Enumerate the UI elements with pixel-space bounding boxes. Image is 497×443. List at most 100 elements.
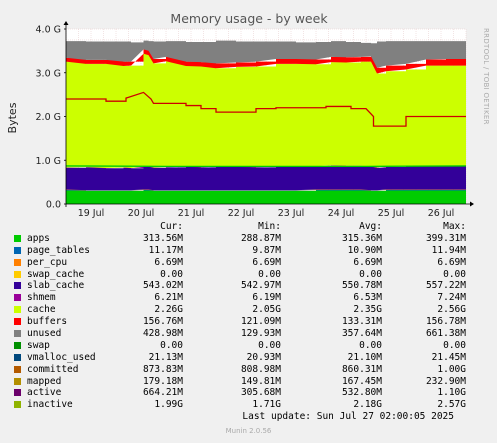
legend-avg-value: 532.80M bbox=[341, 387, 382, 399]
x-tick-label: 19 Jul bbox=[78, 208, 105, 219]
legend-name: committed bbox=[27, 363, 79, 375]
legend-name: vmalloc_used bbox=[27, 351, 96, 363]
legend-swatch bbox=[14, 246, 21, 254]
legend-avg-value: 0.00 bbox=[359, 268, 382, 280]
legend-swatch bbox=[14, 353, 21, 361]
legend-cur-value: 11.17M bbox=[148, 244, 183, 256]
area-page-tables bbox=[66, 189, 466, 191]
legend-max-value: 661.38M bbox=[425, 328, 466, 340]
legend-min-value: 121.09M bbox=[240, 316, 281, 328]
munin-version: Munin 2.0.56 bbox=[225, 427, 272, 435]
legend-name: inactive bbox=[27, 399, 73, 411]
legend-swatch bbox=[14, 377, 21, 385]
legend-max-value: 11.94M bbox=[431, 244, 466, 256]
legend-min-value: 6.19M bbox=[252, 292, 281, 304]
legend-min-value: 149.81M bbox=[240, 375, 281, 387]
x-tick-label: 20 Jul bbox=[128, 208, 155, 219]
legend: Cur: Min: Avg: Max: apps 313.56M 288.87M 31… bbox=[12, 221, 490, 411]
legend-cur-value: 664.21M bbox=[142, 387, 183, 399]
legend-avg-value: 2.18G bbox=[353, 399, 382, 411]
legend-max-value: 2.57G bbox=[437, 399, 466, 411]
legend-avg-value: 10.90M bbox=[347, 244, 382, 256]
legend-avg-value: 550.78M bbox=[341, 280, 382, 292]
y-tick-label: 1.0 G bbox=[36, 156, 62, 167]
x-tick-label: 21 Jul bbox=[178, 208, 205, 219]
legend-avg-value: 860.31M bbox=[341, 363, 382, 375]
axes bbox=[63, 21, 474, 207]
legend-item-inactive: inactive 1.99G 1.71G 2.18G 2.57G bbox=[12, 399, 490, 411]
series-lines bbox=[65, 91, 467, 168]
legend-item-shmem: shmem 6.21M 6.19M 6.53M 7.24M bbox=[12, 292, 490, 304]
legend-item-mapped: mapped 179.18M 149.81M 167.45M 232.90M bbox=[12, 376, 490, 388]
legend-avg-value: 133.31M bbox=[341, 316, 382, 328]
legend-min-value: 305.68M bbox=[240, 387, 281, 399]
legend-swatch bbox=[14, 389, 21, 397]
legend-cur-value: 0.00 bbox=[160, 339, 183, 351]
legend-max-value: 557.22M bbox=[425, 280, 466, 292]
y-axis-arrow bbox=[63, 21, 69, 25]
legend-cur-value: 21.13M bbox=[148, 351, 183, 363]
x-tick-labels: 19 Jul 20 Jul 21 Jul 22 Jul 23 Jul 24 Jul 25 J… bbox=[78, 208, 455, 219]
legend-header: Cur: Min: Avg: Max: bbox=[12, 221, 490, 233]
legend-avg-value: 315.36M bbox=[341, 232, 382, 244]
last-update: Last update: Sun Jul 27 02:00:05 2025 bbox=[242, 411, 454, 422]
legend-max-value: 1.00G bbox=[437, 363, 466, 375]
legend-swatch bbox=[14, 270, 21, 278]
legend-min-value: 6.69M bbox=[252, 256, 281, 268]
legend-item-buffers: buffers 156.76M 121.09M 133.31M 156.78M bbox=[12, 316, 490, 328]
legend-name: mapped bbox=[27, 375, 62, 387]
memory-usage-chart: 0.0 1.0 G 2.0 G 3.0 G 4.0 G 19 Jul 20 Jul 21 J… bbox=[6, 11, 490, 219]
y-tick-label: 4.0 G bbox=[36, 25, 62, 36]
legend-cur-value: 156.76M bbox=[142, 316, 183, 328]
y-axis-label: Bytes bbox=[6, 102, 19, 133]
y-tick-label: 0.0 bbox=[46, 200, 61, 211]
legend-cur-value: 2.26G bbox=[154, 304, 183, 316]
legend-min-value: 20.93M bbox=[246, 351, 281, 363]
legend-rows: apps 313.56M 288.87M 315.36M 399.31M page_tab… bbox=[12, 233, 490, 411]
legend-item-active: active 664.21M 305.68M 532.80M 1.10G bbox=[12, 387, 490, 399]
legend-max-value: 399.31M bbox=[425, 232, 466, 244]
legend-name: active bbox=[27, 387, 62, 399]
legend-avg-value: 0.00 bbox=[359, 339, 382, 351]
legend-max-value: 156.78M bbox=[425, 316, 466, 328]
stacked-areas bbox=[66, 40, 466, 204]
x-tick-label: 26 Jul bbox=[428, 208, 455, 219]
legend-swatch bbox=[14, 294, 21, 302]
legend-swatch bbox=[14, 341, 21, 349]
y-tick-labels: 0.0 1.0 G 2.0 G 3.0 G 4.0 G bbox=[36, 25, 66, 211]
legend-header-min: Min: bbox=[258, 221, 281, 232]
legend-max-value: 232.90M bbox=[425, 375, 466, 387]
legend-max-value: 1.10G bbox=[437, 387, 466, 399]
legend-name: shmem bbox=[27, 292, 56, 304]
legend-min-value: 129.93M bbox=[240, 328, 281, 340]
rrdtool-credit: RRDTOOL / TOBI OETIKER bbox=[482, 28, 490, 125]
area-cache bbox=[66, 53, 466, 168]
legend-min-value: 0.00 bbox=[258, 268, 281, 280]
legend-cur-value: 873.83M bbox=[142, 363, 183, 375]
legend-cur-value: 543.02M bbox=[142, 280, 183, 292]
legend-cur-value: 0.00 bbox=[160, 268, 183, 280]
legend-swatch bbox=[14, 330, 21, 338]
legend-min-value: 288.87M bbox=[240, 232, 281, 244]
legend-item-apps: apps 313.56M 288.87M 315.36M 399.31M bbox=[12, 233, 490, 245]
legend-name: apps bbox=[27, 232, 50, 244]
y-tick-label: 2.0 G bbox=[36, 112, 62, 123]
legend-max-value: 21.45M bbox=[431, 351, 466, 363]
legend-name: page_tables bbox=[27, 244, 90, 256]
legend-min-value: 2.05G bbox=[252, 304, 281, 316]
legend-item-swap-cache: swap_cache 0.00 0.00 0.00 0.00 bbox=[12, 269, 490, 281]
legend-swatch bbox=[14, 306, 21, 314]
legend-avg-value: 167.45M bbox=[341, 375, 382, 387]
legend-cur-value: 1.99G bbox=[154, 399, 183, 411]
legend-name: slab_cache bbox=[27, 280, 85, 292]
legend-min-value: 9.87M bbox=[252, 244, 281, 256]
legend-cur-value: 428.98M bbox=[142, 328, 183, 340]
area-apps bbox=[66, 190, 466, 204]
legend-item-unused: unused 428.98M 129.93M 357.64M 661.38M bbox=[12, 328, 490, 340]
legend-swatch bbox=[14, 234, 21, 242]
line-inactive bbox=[66, 91, 466, 127]
legend-cur-value: 313.56M bbox=[142, 232, 183, 244]
legend-item-cache: cache 2.26G 2.05G 2.35G 2.56G bbox=[12, 304, 490, 316]
legend-avg-value: 21.10M bbox=[347, 351, 382, 363]
legend-name: buffers bbox=[27, 316, 68, 328]
